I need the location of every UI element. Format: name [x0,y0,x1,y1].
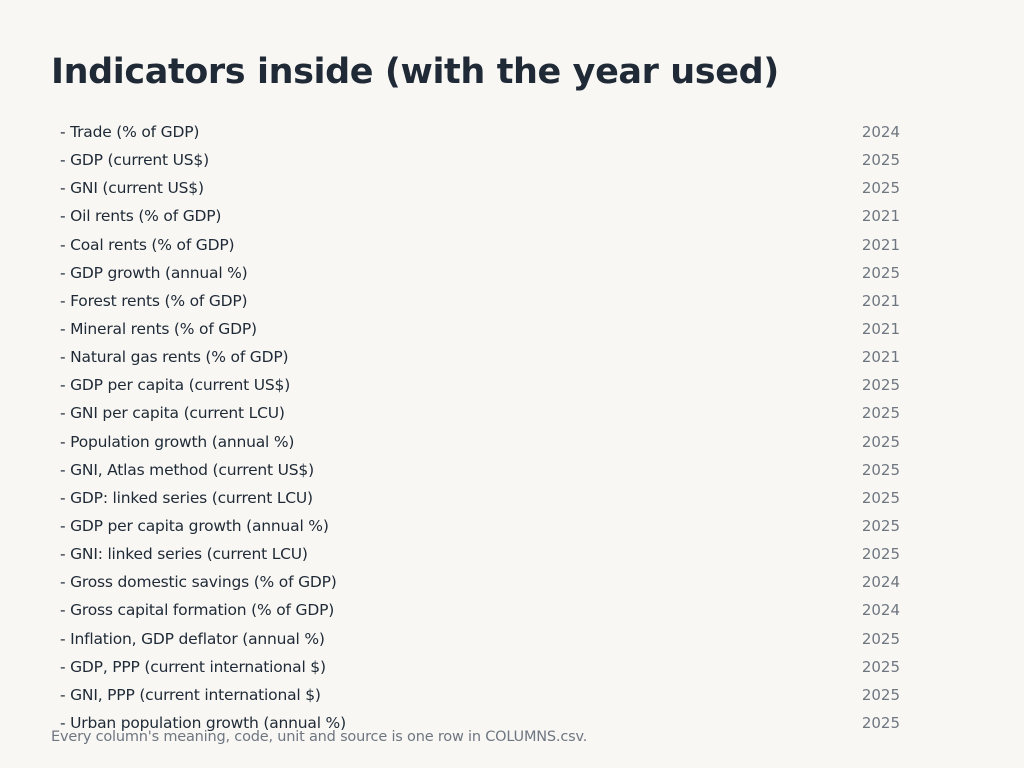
indicator-name: - GDP per capita growth (annual %) [60,517,329,536]
list-item: - Inflation, GDP deflator (annual %) 202… [60,625,900,653]
indicator-name: - GDP, PPP (current international $) [60,657,326,676]
indicator-name: - GNI per capita (current LCU) [60,404,285,423]
indicator-name: - GDP: linked series (current LCU) [60,488,313,507]
list-item: - Urban population growth (annual %) 202… [60,709,900,737]
list-item: - GNI: linked series (current LCU) 2025 [60,540,900,568]
list-item: - GNI, PPP (current international $) 202… [60,681,900,709]
list-item: - Oil rents (% of GDP) 2021 [60,202,900,230]
page-title: Indicators inside (with the year used) [51,52,779,92]
list-item: - GDP: linked series (current LCU) 2025 [60,484,900,512]
indicator-year: 2025 [861,376,900,395]
indicator-list: - Trade (% of GDP) 2024 - GDP (current U… [60,118,900,737]
indicator-name: - GDP growth (annual %) [60,263,248,282]
indicator-year: 2025 [861,545,900,564]
indicator-year: 2025 [861,685,900,704]
indicator-name: - GDP (current US$) [60,151,209,170]
indicator-year: 2021 [861,348,900,367]
list-item: - Forest rents (% of GDP) 2021 [60,287,900,315]
indicator-name: - Population growth (annual %) [60,432,295,451]
indicator-year: 2025 [861,263,900,282]
indicator-year: 2025 [861,460,900,479]
list-item: - Population growth (annual %) 2025 [60,428,900,456]
indicator-name: - Urban population growth (annual %) [60,714,346,733]
indicator-name: - GNI (current US$) [60,179,204,198]
indicator-year: 2024 [861,601,900,620]
indicator-year: 2021 [861,235,900,254]
indicator-name: - Forest rents (% of GDP) [60,291,248,310]
list-item: - Mineral rents (% of GDP) 2021 [60,315,900,343]
indicator-year: 2025 [861,432,900,451]
footer-note: Every column's meaning, code, unit and s… [51,729,588,745]
indicator-year: 2025 [861,629,900,648]
indicator-year: 2025 [861,657,900,676]
list-item: - Natural gas rents (% of GDP) 2021 [60,343,900,371]
list-item: - GDP, PPP (current international $) 202… [60,653,900,681]
list-item: - GNI (current US$) 2025 [60,174,900,202]
indicator-year: 2024 [861,573,900,592]
indicator-year: 2025 [861,714,900,733]
list-item: - GDP per capita growth (annual %) 2025 [60,512,900,540]
indicator-year: 2025 [861,488,900,507]
indicator-year: 2021 [861,291,900,310]
indicator-name: - Inflation, GDP deflator (annual %) [60,629,325,648]
indicator-name: - GNI: linked series (current LCU) [60,545,308,564]
list-item: - GDP per capita (current US$) 2025 [60,371,900,399]
list-item: - GDP (current US$) 2025 [60,146,900,174]
indicator-name: - Mineral rents (% of GDP) [60,320,257,339]
list-item: - Coal rents (% of GDP) 2021 [60,231,900,259]
indicator-name: - Coal rents (% of GDP) [60,235,235,254]
indicator-year: 2025 [861,404,900,423]
indicator-name: - GDP per capita (current US$) [60,376,291,395]
indicator-name: - Oil rents (% of GDP) [60,207,222,226]
indicator-year: 2024 [861,123,900,142]
indicator-year: 2025 [861,179,900,198]
list-item: - Trade (% of GDP) 2024 [60,118,900,146]
indicator-name: - GNI, PPP (current international $) [60,685,321,704]
list-item: - Gross domestic savings (% of GDP) 2024 [60,568,900,596]
indicator-year: 2025 [861,517,900,536]
indicator-name: - Gross domestic savings (% of GDP) [60,573,337,592]
indicator-name: - GNI, Atlas method (current US$) [60,460,314,479]
indicator-year: 2021 [861,320,900,339]
list-item: - Gross capital formation (% of GDP) 202… [60,596,900,624]
list-item: - GNI per capita (current LCU) 2025 [60,399,900,427]
indicator-year: 2021 [861,207,900,226]
list-item: - GDP growth (annual %) 2025 [60,259,900,287]
indicator-name: - Trade (% of GDP) [60,123,200,142]
indicator-name: - Gross capital formation (% of GDP) [60,601,335,620]
indicator-name: - Natural gas rents (% of GDP) [60,348,289,367]
indicator-year: 2025 [861,151,900,170]
list-item: - GNI, Atlas method (current US$) 2025 [60,456,900,484]
